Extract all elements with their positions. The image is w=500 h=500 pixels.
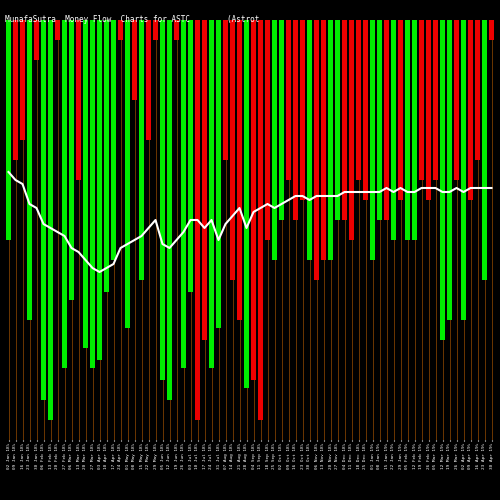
Bar bbox=[167, 20, 172, 400]
Bar bbox=[279, 20, 284, 220]
Bar bbox=[20, 20, 25, 140]
Bar bbox=[293, 20, 298, 220]
Bar bbox=[139, 20, 144, 280]
Bar bbox=[146, 20, 151, 140]
Bar bbox=[202, 20, 207, 340]
Bar bbox=[132, 20, 137, 100]
Bar bbox=[363, 20, 368, 200]
Bar bbox=[321, 20, 326, 260]
Bar bbox=[335, 20, 340, 220]
Bar bbox=[6, 20, 11, 240]
Bar bbox=[356, 20, 361, 180]
Bar bbox=[384, 20, 389, 220]
Bar bbox=[475, 20, 480, 160]
Bar bbox=[440, 20, 445, 340]
Bar bbox=[83, 20, 88, 348]
Bar bbox=[195, 20, 200, 420]
Bar bbox=[461, 20, 466, 320]
Bar bbox=[300, 20, 305, 200]
Bar bbox=[237, 20, 242, 320]
Bar bbox=[482, 20, 487, 280]
Bar bbox=[405, 20, 410, 240]
Bar bbox=[412, 20, 417, 240]
Bar bbox=[342, 20, 347, 220]
Bar bbox=[104, 20, 109, 292]
Bar bbox=[328, 20, 333, 260]
Bar bbox=[447, 20, 452, 320]
Bar bbox=[76, 20, 81, 180]
Bar bbox=[454, 20, 459, 180]
Bar bbox=[265, 20, 270, 240]
Bar bbox=[27, 20, 32, 320]
Bar bbox=[48, 20, 53, 420]
Bar bbox=[160, 20, 165, 380]
Bar bbox=[97, 20, 102, 360]
Bar bbox=[391, 20, 396, 240]
Bar bbox=[426, 20, 431, 200]
Bar bbox=[377, 20, 382, 220]
Bar bbox=[55, 20, 60, 40]
Bar bbox=[419, 20, 424, 180]
Bar bbox=[174, 20, 179, 40]
Bar bbox=[111, 20, 116, 260]
Bar bbox=[307, 20, 312, 260]
Bar bbox=[41, 20, 46, 400]
Bar bbox=[216, 20, 221, 328]
Bar bbox=[244, 20, 249, 388]
Bar bbox=[153, 20, 158, 40]
Bar bbox=[69, 20, 74, 300]
Bar bbox=[223, 20, 228, 160]
Bar bbox=[314, 20, 319, 280]
Bar bbox=[370, 20, 375, 260]
Bar bbox=[489, 20, 494, 40]
Bar bbox=[90, 20, 95, 368]
Bar bbox=[34, 20, 39, 60]
Bar bbox=[188, 20, 193, 292]
Bar bbox=[272, 20, 277, 260]
Bar bbox=[349, 20, 354, 240]
Bar bbox=[125, 20, 130, 328]
Bar bbox=[251, 20, 256, 380]
Text: MunafaSutra  Money Flow  Charts for ASTC        (Astrot                         : MunafaSutra Money Flow Charts for ASTC (… bbox=[5, 15, 500, 24]
Bar bbox=[433, 20, 438, 180]
Bar bbox=[118, 20, 123, 40]
Bar bbox=[209, 20, 214, 368]
Bar bbox=[230, 20, 235, 280]
Bar bbox=[398, 20, 403, 200]
Bar bbox=[62, 20, 67, 368]
Bar bbox=[258, 20, 263, 420]
Bar bbox=[468, 20, 473, 200]
Bar bbox=[13, 20, 18, 160]
Bar bbox=[181, 20, 186, 368]
Bar bbox=[286, 20, 291, 180]
